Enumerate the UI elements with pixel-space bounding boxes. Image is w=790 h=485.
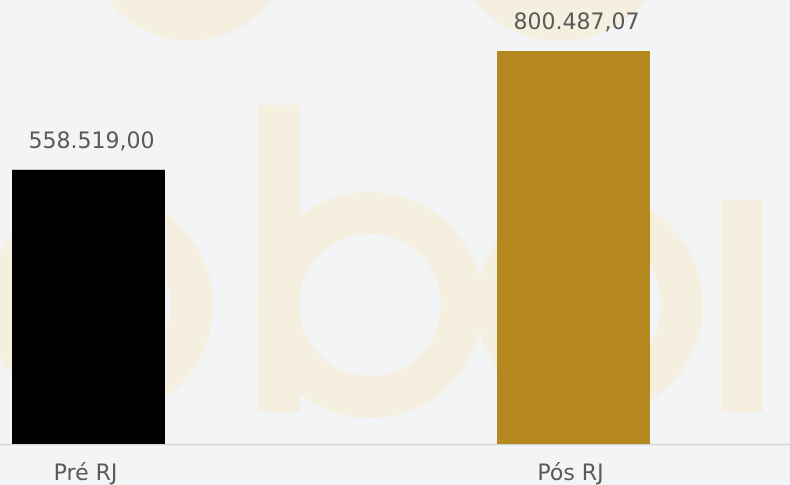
- value-label: 558.519,00: [29, 129, 155, 154]
- x-tick-label: Pós RJ: [537, 461, 603, 485]
- x-tick-label: Pré RJ: [54, 461, 118, 485]
- bar: [12, 169, 165, 444]
- value-label: 800.487,07: [514, 10, 640, 35]
- bar: [497, 51, 650, 444]
